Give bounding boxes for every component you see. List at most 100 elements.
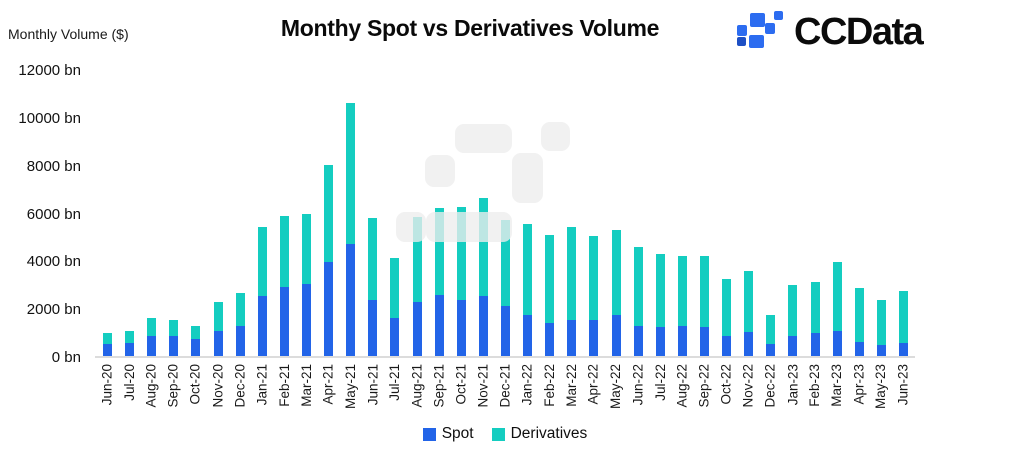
bar-Oct-20 <box>191 71 201 356</box>
ccdata-logo-icon <box>735 10 787 56</box>
x-tick-label: Jun-20 <box>99 364 115 406</box>
bar-segment-spot <box>213 330 223 356</box>
bar-segment-spot <box>478 296 488 356</box>
bar-segment-derivatives <box>744 271 754 333</box>
bar-segment-spot <box>390 317 400 356</box>
bar-Jul-22 <box>655 71 665 356</box>
bar-Jan-22 <box>523 71 533 356</box>
x-tick-label: Sep-20 <box>165 364 181 408</box>
x-tick-label: Jul-20 <box>121 364 137 401</box>
bar-segment-derivatives <box>567 226 577 321</box>
bar-segment-derivatives <box>302 213 311 285</box>
bar-segment-spot <box>655 327 665 356</box>
logo-pixel <box>750 13 765 27</box>
bar-segment-spot <box>722 335 732 356</box>
x-tick-label: Apr-23 <box>851 364 867 405</box>
logo-pixel <box>737 25 747 36</box>
bar-Sep-21 <box>434 71 444 356</box>
bar-Jul-20 <box>125 71 135 356</box>
x-tick-label: Jan-22 <box>519 364 535 406</box>
y-axis-ticks: 12000 bn 10000 bn 8000 bn 6000 bn 4000 bn 200… <box>0 62 81 367</box>
bar-Apr-21 <box>324 71 334 356</box>
bar-segment-spot <box>766 344 776 356</box>
bar-segment-spot <box>611 315 621 356</box>
bar-segment-spot <box>235 326 245 356</box>
bar-segment-derivatives <box>700 255 709 328</box>
bar-segment-derivatives <box>390 257 400 318</box>
bar-segment-derivatives <box>722 279 732 336</box>
x-tick-label: Nov-20 <box>210 364 226 408</box>
y-tick-label: 10000 bn <box>18 109 81 127</box>
bar-segment-derivatives <box>501 219 510 306</box>
x-tick-label: Mar-21 <box>298 364 314 407</box>
bar-segment-spot <box>324 261 334 356</box>
bar-segment-spot <box>302 284 311 356</box>
bar-segment-derivatives <box>456 206 466 300</box>
bar-segment-derivatives <box>324 164 334 262</box>
bar-segment-spot <box>832 330 842 356</box>
legend: Spot Derivatives <box>95 425 915 443</box>
bar-segment-spot <box>589 320 599 356</box>
x-tick-label: Apr-22 <box>585 364 601 405</box>
y-tick-label: 8000 bn <box>26 157 81 175</box>
x-tick-label: Sep-22 <box>696 364 712 408</box>
bar-segment-spot <box>545 322 555 356</box>
bar-Oct-21 <box>456 71 466 356</box>
logo-pixel <box>774 11 783 20</box>
bar-May-22 <box>611 71 621 356</box>
bar-segment-derivatives <box>147 317 157 336</box>
bar-segment-spot <box>125 342 135 356</box>
bar-segment-derivatives <box>191 326 201 340</box>
x-tick-label: Oct-21 <box>453 364 469 405</box>
x-tick-label: Jun-21 <box>364 364 380 406</box>
bar-Dec-22 <box>766 71 776 356</box>
logo-pixel <box>737 37 746 46</box>
y-axis-title: Monthly Volume ($) <box>8 26 129 42</box>
bar-segment-spot <box>103 344 112 356</box>
bar-segment-derivatives <box>633 247 643 327</box>
x-tick-label: Mar-23 <box>829 364 845 407</box>
bar-segment-spot <box>501 305 510 356</box>
x-tick-label: Dec-22 <box>762 364 778 408</box>
bar-segment-spot <box>169 335 179 356</box>
bar-Aug-22 <box>677 71 687 356</box>
bar-segment-derivatives <box>523 224 533 316</box>
bar-Jun-20 <box>103 71 112 356</box>
bar-segment-derivatives <box>125 330 135 343</box>
x-tick-label: Aug-20 <box>143 364 159 408</box>
y-tick-label: 0 bn <box>51 349 81 366</box>
bar-Jun-23 <box>899 71 908 356</box>
x-tick-label: Jun-22 <box>630 364 646 406</box>
x-tick-label: Sep-21 <box>431 364 447 408</box>
x-tick-label: Mar-22 <box>563 364 579 407</box>
x-tick-label: Feb-21 <box>276 364 292 407</box>
bar-Apr-23 <box>854 71 864 356</box>
bar-segment-spot <box>523 315 533 356</box>
bar-segment-spot <box>147 335 157 356</box>
y-tick-label: 6000 bn <box>26 205 81 223</box>
bar-Aug-21 <box>412 71 422 356</box>
plot-area <box>95 71 915 358</box>
ccdata-logo-text: CCData <box>794 11 924 53</box>
bar-segment-derivatives <box>368 218 378 300</box>
bar-segment-spot <box>810 333 820 356</box>
bar-segment-derivatives <box>235 292 245 327</box>
x-tick-label: Jul-22 <box>652 364 668 401</box>
bar-May-21 <box>346 71 356 356</box>
bar-segment-spot <box>257 296 267 356</box>
bar-Oct-22 <box>722 71 732 356</box>
x-tick-label: Jan-21 <box>254 364 270 406</box>
bar-segment-spot <box>744 332 754 356</box>
bar-segment-spot <box>412 302 422 356</box>
bar-segment-spot <box>899 342 908 356</box>
bar-Dec-21 <box>501 71 510 356</box>
spot-color-swatch <box>422 427 436 441</box>
x-tick-label: Nov-22 <box>740 364 756 408</box>
bar-Jan-23 <box>788 71 798 356</box>
bar-Feb-21 <box>279 71 289 356</box>
bar-Nov-20 <box>213 71 223 356</box>
x-tick-label: Apr-21 <box>320 364 336 405</box>
x-tick-label: Feb-23 <box>807 364 823 407</box>
bar-segment-spot <box>876 345 886 356</box>
bar-segment-derivatives <box>677 255 687 327</box>
